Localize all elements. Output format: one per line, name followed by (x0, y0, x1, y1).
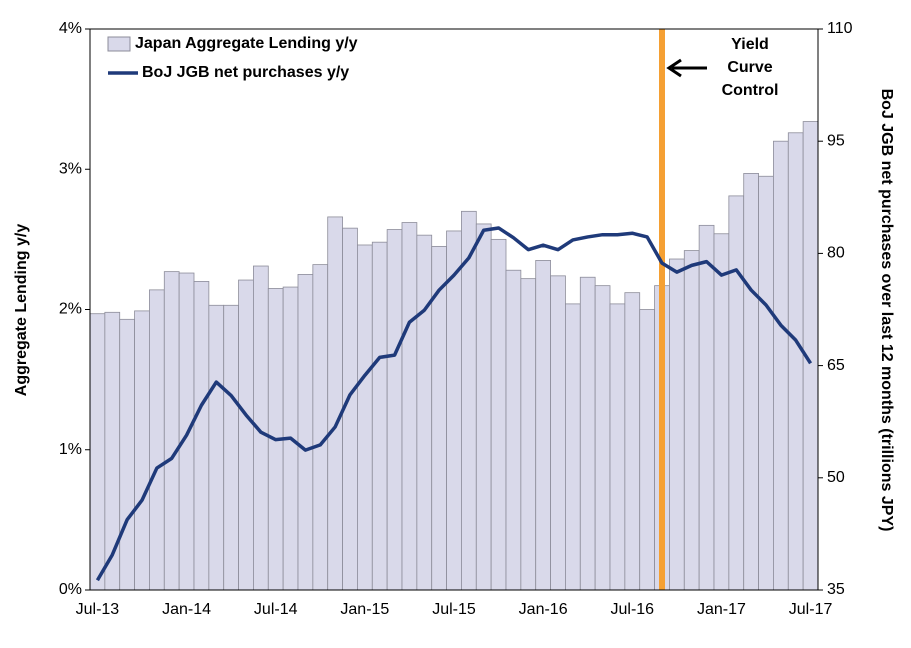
bar (327, 216, 343, 591)
bar (669, 258, 685, 591)
y2-tick-label: 95 (827, 132, 845, 149)
bar (89, 313, 106, 591)
bar (594, 285, 611, 591)
bar (490, 238, 507, 591)
bar (758, 175, 774, 591)
y2-tick-label: 110 (827, 20, 853, 37)
bar (579, 276, 596, 591)
bar (609, 303, 626, 591)
bar (743, 173, 759, 591)
bar (639, 309, 655, 591)
bar (475, 223, 492, 591)
bar (297, 274, 314, 591)
bar (149, 289, 165, 591)
x-tick-label: Jul-16 (610, 601, 654, 618)
y-tick-label: 0% (59, 581, 82, 598)
x-tick-label: Jul-14 (254, 601, 298, 618)
annotation-arrowhead (666, 58, 682, 78)
bar (223, 304, 239, 591)
bar (134, 310, 150, 591)
bar (624, 292, 641, 591)
y2-tick-label: 50 (827, 469, 845, 486)
annotation-text: Control (722, 82, 779, 99)
y-tick-label: 2% (59, 301, 82, 318)
bar (728, 195, 745, 591)
bar (193, 281, 210, 591)
annotation-text: Curve (727, 59, 772, 76)
y-tick-label: 3% (59, 160, 82, 177)
bar (535, 260, 551, 591)
x-tick-label: Jul-15 (432, 601, 476, 618)
bar (773, 140, 789, 591)
bar (446, 230, 462, 591)
bar (698, 224, 715, 591)
bar (787, 132, 804, 591)
bar (104, 311, 121, 591)
legend-swatch (107, 36, 131, 52)
bar (683, 250, 700, 591)
bar (550, 275, 566, 591)
line (95, 226, 813, 582)
bar (119, 318, 135, 591)
y2-tick-label: 35 (827, 581, 845, 598)
bar (163, 271, 180, 591)
y-tick-label: 1% (59, 441, 82, 458)
x-tick-label: Jan-16 (519, 601, 568, 618)
x-tick-label: Jan-17 (697, 601, 746, 618)
legend-label: Japan Aggregate Lending y/y (135, 35, 358, 52)
y2-axis-label: BoJ JGB net purchases over last 12 month… (878, 89, 895, 532)
annotation-text: Yield (731, 36, 769, 53)
bar (312, 264, 329, 591)
legend-label: BoJ JGB net purchases y/y (142, 64, 349, 81)
bar (401, 222, 418, 591)
bar (505, 269, 522, 591)
bar (461, 210, 477, 591)
bar (386, 229, 403, 591)
bar (713, 233, 730, 591)
bar (371, 241, 388, 591)
y-tick-label: 4% (59, 20, 82, 37)
x-tick-label: Jan-15 (340, 601, 389, 618)
x-tick-label: Jan-14 (162, 601, 211, 618)
bar (238, 279, 254, 591)
bar (208, 304, 225, 591)
bar (357, 244, 373, 591)
y2-tick-label: 80 (827, 245, 845, 262)
y-axis-label: Aggregate Lending y/y (13, 224, 30, 397)
bar (520, 278, 537, 591)
x-tick-label: Jul-13 (76, 601, 120, 618)
x-tick-label: Jul-17 (789, 601, 833, 618)
bar (416, 234, 433, 591)
y2-tick-label: 65 (827, 357, 845, 374)
bar (565, 303, 581, 591)
